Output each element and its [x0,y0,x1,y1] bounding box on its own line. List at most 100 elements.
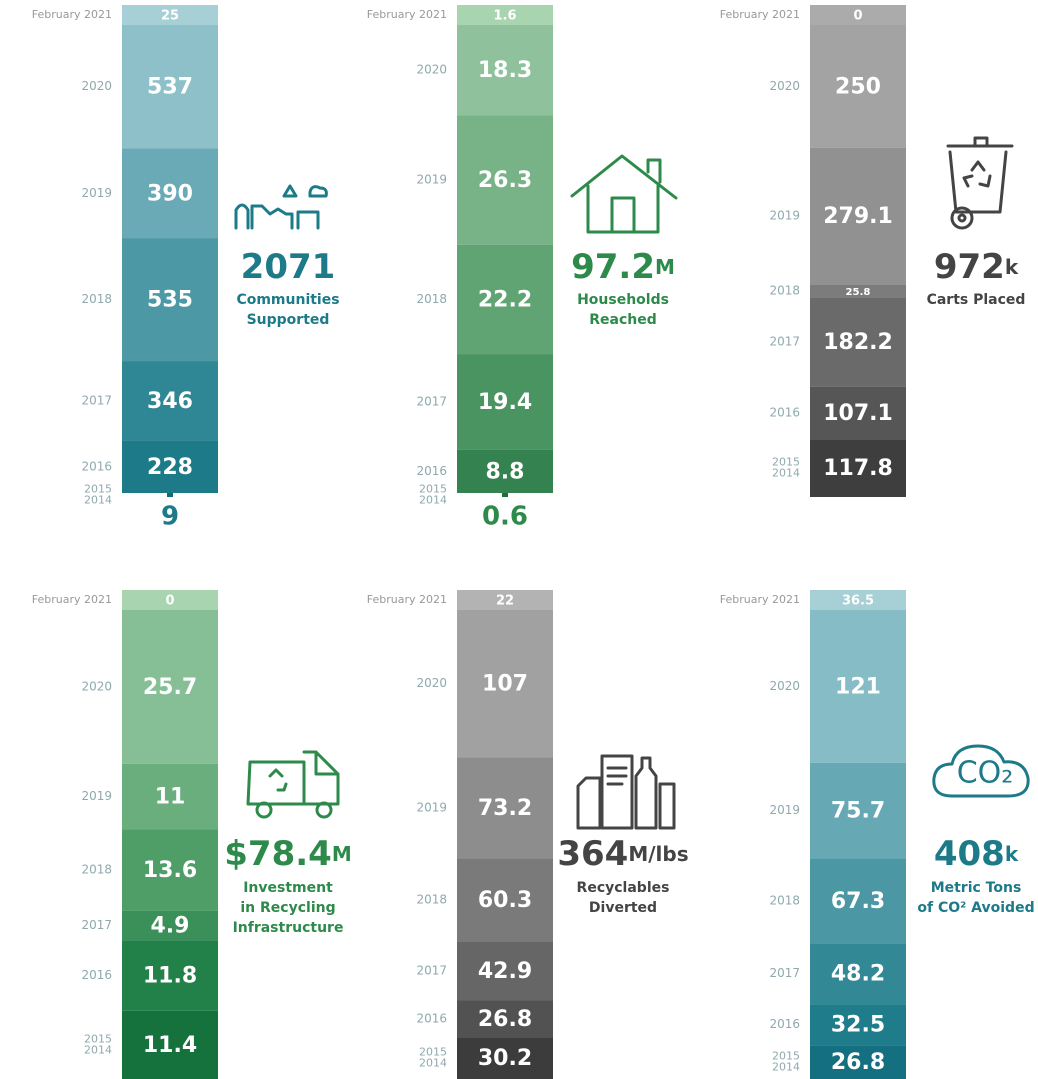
value-label: 36.5 [842,594,874,609]
segment [122,763,218,830]
value-label: 117.8 [823,456,893,481]
segment [122,910,218,941]
segment [457,1037,553,1079]
value-label: 250 [835,74,881,99]
segment [122,940,218,1011]
category-label: 2020 [769,79,800,93]
segment [810,147,906,285]
segment [457,449,553,493]
cloud-icon [932,744,1030,798]
value-label: 19.4 [478,390,532,415]
headline: 2071 [241,247,336,287]
category-label: 2014 [84,494,112,507]
value-label: 11.8 [143,964,197,989]
value-label: 48.2 [831,962,885,987]
category-label: 2014 [772,467,800,480]
category-label: February 2021 [367,593,447,606]
segment [457,244,553,355]
value-label: 42.9 [478,959,532,984]
segment [457,5,553,25]
segment [810,1045,906,1079]
segment [122,590,218,610]
value-label: 26.3 [478,168,532,193]
category-label: 2017 [416,963,447,977]
value-label: 346 [147,389,193,414]
packages-icon [576,754,676,830]
segment [502,493,508,497]
segment [810,439,906,497]
headline-value: 408 [934,834,1005,874]
value-label: 0 [853,9,862,24]
value-label: 8.8 [486,459,525,484]
category-label: 2019 [81,789,112,803]
category-label: 2016 [769,1017,800,1031]
segment [810,943,906,1005]
caption: of CO² Avoided [917,900,1034,916]
category-label: 2016 [769,405,800,419]
category-label: 2018 [769,893,800,907]
value-label: 0 [165,594,174,609]
value-label: 18.3 [478,58,532,83]
segment [810,297,906,387]
segment [810,590,906,610]
category-label: 2018 [81,292,112,306]
category-label: 2015 [84,1032,112,1045]
value-label: 121 [835,674,881,699]
category-label: 2020 [769,679,800,693]
headline-value: 2071 [241,247,336,287]
category-label: 2017 [769,334,800,348]
segment [457,941,553,1001]
category-label: 2019 [416,800,447,814]
value-label: 4.9 [151,914,190,939]
segment [122,829,218,911]
category-label: 2019 [416,172,447,186]
segment [457,858,553,942]
value-label: 26.8 [478,1007,532,1032]
category-label: 2019 [81,186,112,200]
segment [810,284,906,298]
segment [122,148,218,239]
truck-icon [246,750,340,819]
value-label: 228 [147,455,193,480]
value-label: 9 [161,502,179,532]
headline: 972k [934,247,1019,287]
value-label: 390 [147,181,193,206]
segment [810,5,906,25]
icon-text: CO₂ [957,756,1014,791]
segment [457,590,553,610]
segment [457,1000,553,1038]
caption: in Recycling [240,900,335,916]
house-icon [570,154,678,234]
headline-unit: k [1005,255,1019,279]
value-label: 73.2 [478,796,532,821]
category-label: February 2021 [32,8,112,21]
category-label: 2016 [81,459,112,473]
value-label: 67.3 [831,889,885,914]
category-label: 2014 [84,1043,112,1056]
category-label: 2017 [769,966,800,980]
category-label: February 2021 [720,593,800,606]
headline-value: $78.4 [224,834,332,874]
segment [457,115,553,245]
segment [457,757,553,859]
segment [810,25,906,148]
headline: $78.4M [224,834,351,874]
value-label: 107 [482,672,528,697]
headline: 97.2M [571,247,675,287]
caption: Carts Placed [927,292,1026,308]
segment [810,610,906,763]
segment [457,354,553,450]
segment [122,361,218,441]
segment [122,440,218,493]
category-label: 2016 [416,464,447,478]
value-label: 32.5 [831,1013,885,1038]
value-label: 279.1 [823,204,893,229]
caption: Diverted [589,900,657,916]
headline-unit: k [1005,842,1019,866]
value-label: 25.8 [846,287,871,298]
caption: Recyclables [577,880,670,896]
segment [457,610,553,758]
value-label: 11.4 [143,1033,197,1058]
